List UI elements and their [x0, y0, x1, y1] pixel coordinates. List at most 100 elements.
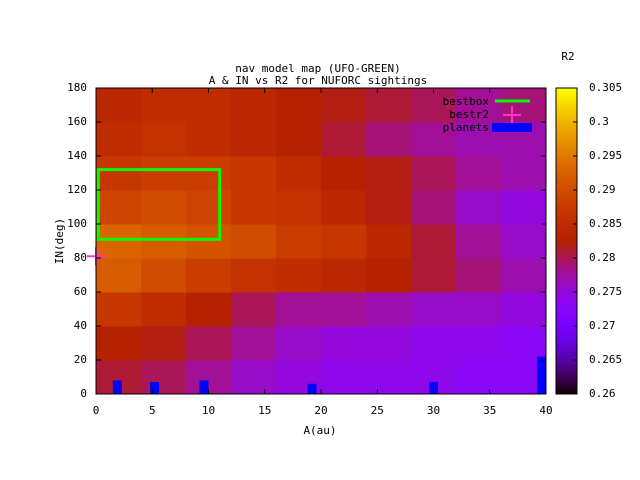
planet-bar	[429, 382, 438, 394]
colorbar-step	[556, 133, 577, 137]
heat-cell	[366, 292, 412, 327]
heat-cell	[96, 88, 142, 123]
colorbar-step	[556, 355, 577, 359]
colorbar-tick-label: 0.27	[589, 319, 616, 332]
colorbar-step	[556, 177, 577, 181]
heat-cell	[321, 88, 367, 123]
colorbar-step	[556, 105, 577, 109]
colorbar-tick-label: 0.295	[589, 149, 622, 162]
y-tick-label: 100	[67, 217, 87, 230]
colorbar-step	[556, 327, 577, 331]
colorbar-step	[556, 169, 577, 173]
heat-cell	[321, 156, 367, 191]
colorbar-step	[556, 281, 577, 285]
colorbar-step	[556, 343, 577, 347]
heat-cell	[141, 88, 187, 123]
x-tick-label: 10	[202, 404, 215, 417]
heat-cell	[501, 156, 547, 191]
x-axis-label: A(au)	[303, 424, 336, 437]
colorbar-step	[556, 116, 577, 120]
heat-cell	[456, 156, 502, 191]
colorbar-step	[556, 212, 577, 216]
colorbar-step	[556, 156, 577, 160]
x-tick-label: 15	[258, 404, 271, 417]
legend-label: bestbox	[443, 95, 490, 108]
heat-cell	[366, 88, 412, 123]
heat-cell	[141, 292, 187, 327]
colorbar-step	[556, 317, 577, 321]
heat-cell	[366, 224, 412, 259]
colorbar-step	[556, 88, 577, 92]
colorbar-tick-label: 0.26	[589, 387, 616, 400]
heat-cell	[276, 292, 322, 327]
heat-cell	[321, 360, 367, 395]
heat-cell	[411, 326, 457, 361]
colorbar-border	[555, 87, 578, 395]
heat-cell	[231, 258, 277, 293]
colorbar-step	[556, 123, 577, 127]
colorbar-step	[556, 286, 577, 290]
colorbar-step	[556, 205, 577, 209]
heat-cell	[141, 326, 187, 361]
colorbar-step	[556, 103, 577, 107]
heat-cell	[321, 122, 367, 157]
chart-subtitle: A & IN vs R2 for NUFORC sightings	[209, 74, 428, 87]
planet-bar	[307, 383, 317, 394]
colorbar-step	[556, 149, 577, 153]
colorbar-step	[556, 263, 577, 267]
colorbar-step	[556, 353, 577, 357]
heat-cell	[366, 156, 412, 191]
colorbar-step	[556, 292, 577, 296]
heat-cell	[276, 88, 322, 123]
planet-bar	[199, 380, 209, 394]
colorbar-step	[556, 299, 577, 303]
heat-cell	[366, 360, 412, 395]
colorbar-step	[556, 228, 577, 232]
heat-cell	[411, 88, 457, 123]
heat-cell	[501, 292, 547, 327]
heat-cell	[366, 326, 412, 361]
colorbar-step	[556, 241, 577, 245]
colorbar-step	[556, 218, 577, 222]
heat-cell	[141, 122, 187, 157]
colorbar-step	[556, 348, 577, 352]
colorbar-step	[556, 378, 577, 382]
colorbar-step	[556, 161, 577, 165]
heat-cell	[186, 258, 232, 293]
colorbar-step	[556, 225, 577, 229]
colorbar-tick-label: 0.3	[589, 115, 609, 128]
colorbar-step	[556, 363, 577, 367]
heat-cell	[276, 326, 322, 361]
heat-cell	[96, 224, 142, 259]
x-tick-label: 30	[427, 404, 440, 417]
colorbar-step	[556, 325, 577, 329]
colorbar-step	[556, 184, 577, 188]
colorbar-step	[556, 144, 577, 148]
heat-cell	[96, 292, 142, 327]
colorbar-step	[556, 388, 577, 392]
y-tick-label: 40	[74, 319, 87, 332]
colorbar-step	[556, 258, 577, 262]
colorbar-step	[556, 121, 577, 125]
colorbar-step	[556, 215, 577, 219]
colorbar-step	[556, 174, 577, 178]
colorbar-step	[556, 381, 577, 385]
colorbar-step	[556, 320, 577, 324]
y-tick-label: 120	[67, 183, 87, 196]
colorbar-step	[556, 266, 577, 270]
y-tick-label: 160	[67, 115, 87, 128]
y-tick-label: 180	[67, 81, 87, 94]
planet-bar	[112, 380, 122, 394]
heat-cell	[411, 156, 457, 191]
heat-cell	[276, 224, 322, 259]
planet-bar	[150, 382, 159, 394]
bestbox	[96, 168, 222, 241]
colorbar-step	[556, 256, 577, 260]
colorbar-step	[556, 190, 577, 194]
colorbar-step	[556, 332, 577, 336]
y-tick-label: 80	[74, 251, 87, 264]
colorbar-step	[556, 93, 577, 97]
colorbar-step	[556, 307, 577, 311]
colorbar-step	[556, 284, 577, 288]
y-tick-label: 60	[74, 285, 87, 298]
